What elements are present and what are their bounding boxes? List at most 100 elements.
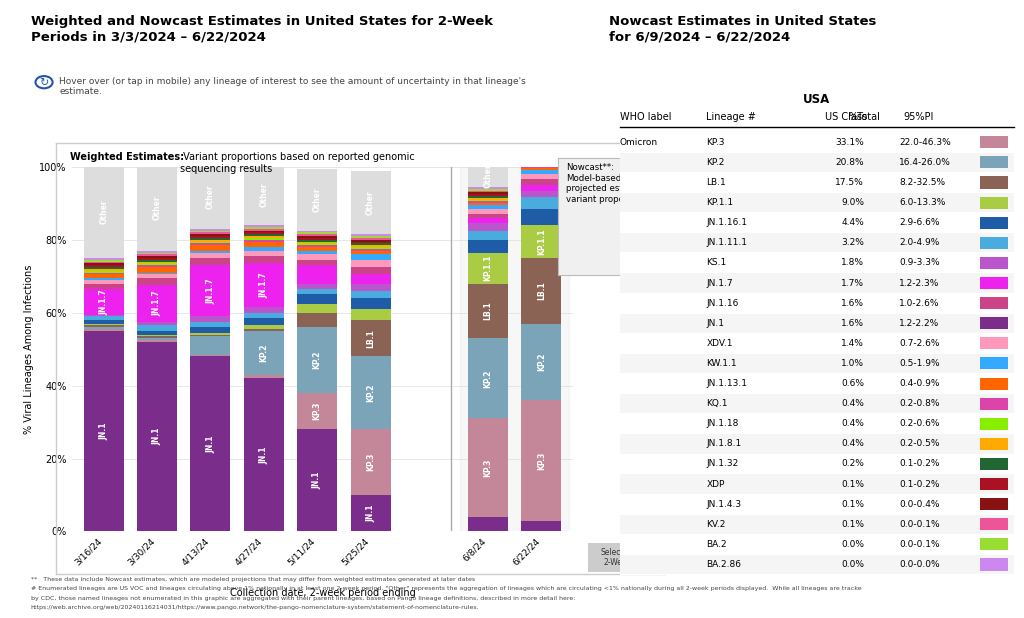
Bar [297, 236, 337, 238]
Bar [244, 263, 284, 307]
Bar [297, 294, 337, 303]
Bar [84, 263, 124, 265]
Bar [297, 430, 337, 531]
Text: 95%PI: 95%PI [903, 112, 934, 122]
Bar [84, 280, 124, 284]
Text: KW.1.1: KW.1.1 [707, 359, 737, 368]
Text: 0.4%: 0.4% [841, 439, 864, 449]
Bar [137, 326, 177, 331]
Y-axis label: % Viral Lineages Among Infections: % Viral Lineages Among Infections [24, 265, 34, 434]
Text: 0.0%: 0.0% [841, 560, 864, 569]
Text: JN.1.16: JN.1.16 [707, 298, 738, 308]
Text: BA.2: BA.2 [707, 540, 727, 549]
Bar [350, 309, 390, 320]
FancyBboxPatch shape [980, 137, 1008, 148]
Text: 16.4-26.0%: 16.4-26.0% [899, 158, 951, 167]
Bar [190, 322, 230, 328]
Text: 6.0-13.3%: 6.0-13.3% [899, 198, 946, 207]
Text: ↻: ↻ [39, 77, 49, 88]
Bar [84, 326, 124, 328]
Bar [84, 324, 124, 326]
Bar [84, 258, 124, 260]
Bar [297, 289, 337, 294]
Text: KP.3: KP.3 [537, 451, 546, 470]
Bar [190, 236, 230, 238]
Bar [244, 229, 284, 231]
Text: JN.1.7: JN.1.7 [707, 279, 733, 287]
Bar [297, 238, 337, 240]
FancyBboxPatch shape [620, 515, 1014, 534]
FancyBboxPatch shape [980, 277, 1008, 289]
Text: 2.0-4.9%: 2.0-4.9% [899, 239, 940, 247]
Bar [244, 307, 284, 313]
Bar [297, 231, 337, 232]
Bar [350, 243, 390, 245]
FancyBboxPatch shape [980, 498, 1008, 510]
Bar [190, 165, 230, 229]
Bar [521, 209, 561, 225]
Bar [468, 165, 508, 187]
FancyBboxPatch shape [620, 555, 1014, 574]
Text: 1.2-2.3%: 1.2-2.3% [899, 279, 940, 287]
Text: 0.1%: 0.1% [841, 480, 864, 489]
Bar [521, 164, 561, 165]
Bar [137, 256, 177, 258]
Text: 0.4%: 0.4% [841, 419, 864, 428]
Bar [190, 238, 230, 240]
FancyBboxPatch shape [980, 337, 1008, 349]
Text: 0.1%: 0.1% [841, 520, 864, 529]
Bar [244, 247, 284, 251]
Text: 0.1%: 0.1% [841, 500, 864, 509]
Bar [350, 260, 390, 267]
Bar [297, 313, 337, 328]
Text: 1.8%: 1.8% [841, 258, 864, 268]
FancyBboxPatch shape [980, 317, 1008, 329]
FancyBboxPatch shape [620, 434, 1014, 454]
Text: JN.1.32: JN.1.32 [707, 460, 738, 468]
Text: KP.2: KP.2 [259, 344, 268, 362]
Text: Lineage #: Lineage # [707, 112, 756, 122]
Text: Omicron: Omicron [620, 138, 657, 147]
Bar [297, 393, 337, 430]
Bar [84, 328, 124, 329]
Bar [350, 495, 390, 531]
Bar [521, 174, 561, 179]
Bar [84, 269, 124, 271]
FancyBboxPatch shape [980, 217, 1008, 229]
FancyBboxPatch shape [980, 257, 1008, 269]
Bar [244, 329, 284, 331]
Bar [244, 318, 284, 326]
Bar [521, 170, 561, 174]
Bar [297, 328, 337, 393]
Bar [84, 267, 124, 269]
Bar [350, 274, 390, 284]
Bar [84, 165, 124, 258]
Bar [468, 187, 508, 188]
Text: 0.1-0.2%: 0.1-0.2% [899, 460, 940, 468]
Bar [521, 166, 561, 168]
Text: 1.2-2.2%: 1.2-2.2% [899, 319, 940, 328]
Text: 1.7%: 1.7% [841, 279, 864, 287]
Text: Nowcast Estimates in United States
for 6/9/2024 – 6/22/2024: Nowcast Estimates in United States for 6… [609, 15, 877, 43]
Bar [137, 261, 177, 263]
Text: JN.1.7: JN.1.7 [153, 290, 162, 316]
Bar [468, 218, 508, 223]
Bar [84, 331, 124, 531]
Bar [190, 242, 230, 243]
FancyBboxPatch shape [980, 478, 1008, 490]
Bar [350, 357, 390, 430]
Bar [350, 430, 390, 495]
Text: JN.1.4.3: JN.1.4.3 [707, 500, 741, 509]
Text: Weighted and Nowcast Estimates in United States for 2-Week
Periods in 3/3/2024 –: Weighted and Nowcast Estimates in United… [31, 15, 493, 43]
Bar [350, 320, 390, 357]
Text: Other: Other [153, 195, 162, 220]
Text: KS.1: KS.1 [707, 258, 726, 268]
Text: 0.0-0.4%: 0.0-0.4% [899, 500, 940, 509]
Text: JN.1: JN.1 [707, 319, 724, 328]
Text: 0.4-0.9%: 0.4-0.9% [899, 379, 940, 388]
Text: 4.4%: 4.4% [841, 218, 864, 227]
FancyBboxPatch shape [620, 273, 1014, 293]
FancyBboxPatch shape [980, 458, 1008, 470]
Bar [297, 284, 337, 289]
Bar [137, 265, 177, 267]
